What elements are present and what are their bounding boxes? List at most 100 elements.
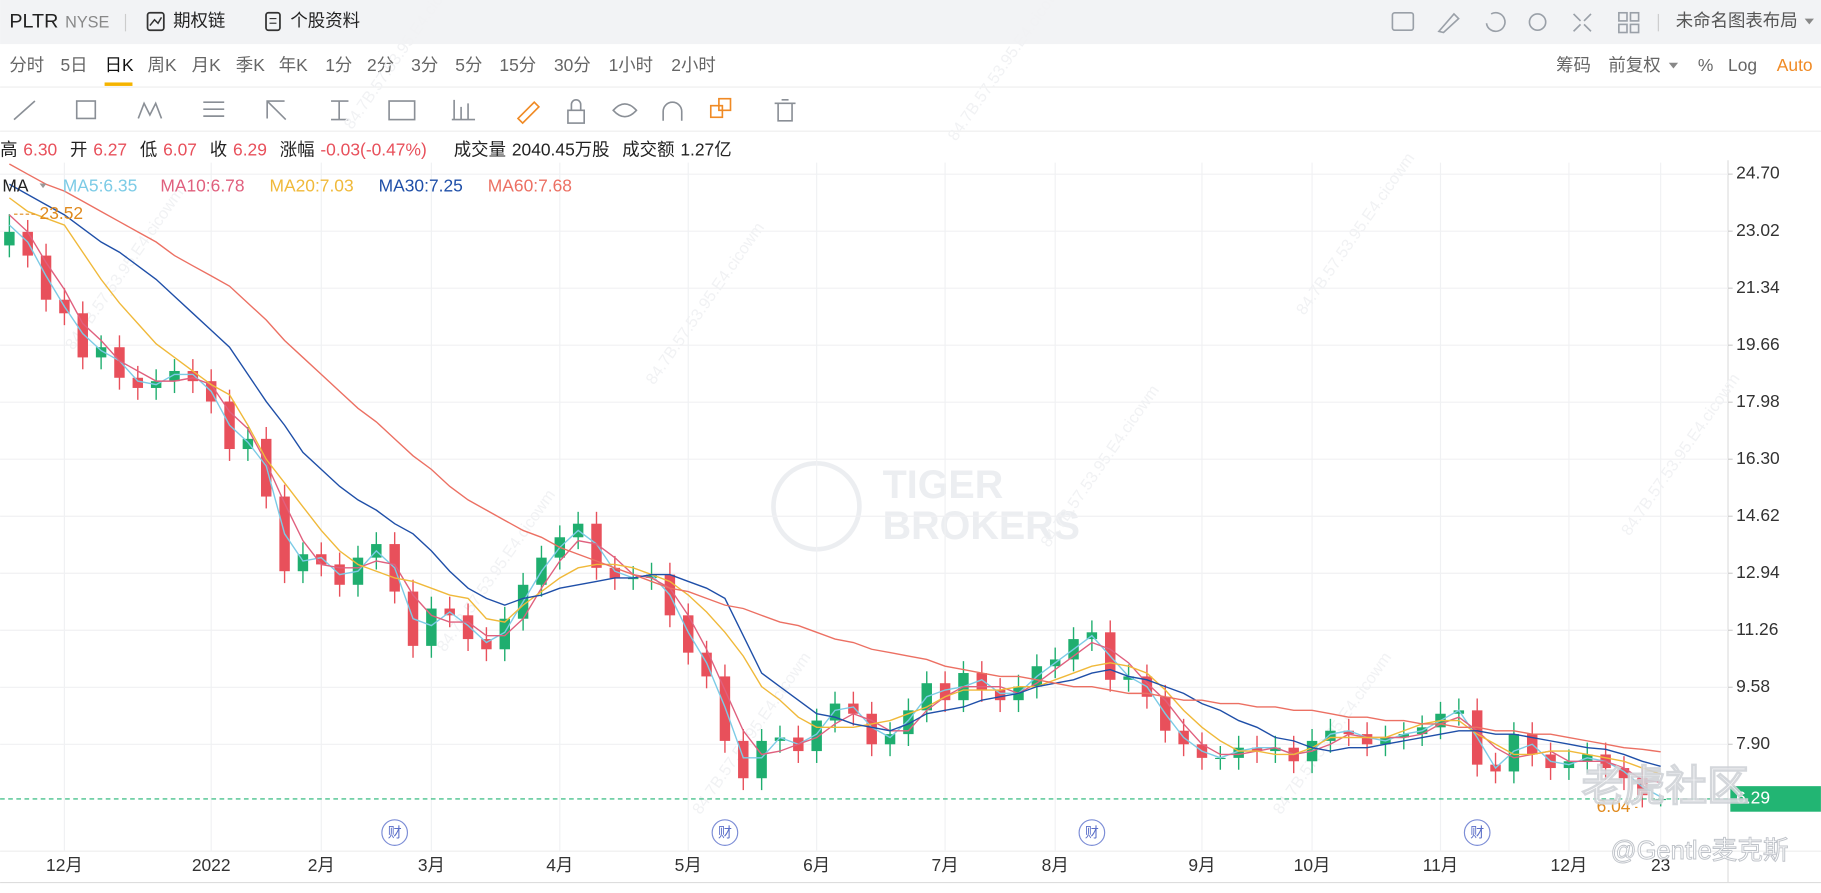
candle-body	[939, 683, 951, 701]
quote-value: -0.03(-0.47%)	[320, 140, 426, 160]
period-tab[interactable]: 30分	[554, 55, 591, 75]
link[interactable]: 期权链	[173, 11, 225, 31]
tool[interactable]	[388, 100, 416, 121]
icon-button[interactable]	[1572, 13, 1592, 32]
period-tab[interactable]: 季K	[236, 55, 265, 75]
period-tab[interactable]: 分时	[9, 55, 44, 75]
period-tab[interactable]: 15分	[499, 55, 536, 75]
icon	[265, 11, 281, 32]
profile-button[interactable]: 个股资料	[265, 11, 360, 32]
candle-body	[884, 734, 896, 745]
period-tab[interactable]: 1分	[325, 55, 352, 75]
candle-body	[738, 740, 749, 779]
link[interactable]: 个股资料	[290, 11, 360, 31]
y-tick-label: 24.70	[1736, 163, 1780, 183]
x-tick-label: 2022	[192, 855, 231, 875]
tool[interactable]	[75, 100, 97, 120]
x-tick-label: 8月	[1042, 855, 1069, 875]
period-tab[interactable]: 周K	[148, 55, 177, 75]
tool[interactable]	[331, 100, 349, 121]
event-marker[interactable]	[381, 819, 409, 846]
y-tick-label: 7.90	[1736, 733, 1770, 753]
period-tab[interactable]: 月K	[192, 55, 221, 75]
chart-option[interactable]: Log	[1728, 55, 1757, 75]
candle-body	[1325, 730, 1336, 741]
x-tick-label: 12月	[1551, 855, 1588, 875]
x-tick-label: 12月	[46, 855, 83, 875]
icon-button[interactable]	[1391, 11, 1415, 32]
y-tick-label: 11.26	[1736, 619, 1778, 639]
icon-button[interactable]	[1485, 11, 1506, 33]
candle-body	[40, 255, 52, 300]
quote-label: 成交量	[454, 140, 506, 160]
icon-button[interactable]	[1528, 13, 1547, 32]
quote-label: 低	[140, 140, 157, 160]
event-label: 财	[388, 824, 402, 840]
candle-body	[169, 370, 180, 382]
symbol[interactable]: PLTR	[9, 10, 58, 32]
period-tab[interactable]: 年K	[279, 55, 308, 75]
x-tick-label: 11月	[1423, 855, 1458, 875]
candle-body	[1233, 747, 1244, 758]
chart-option[interactable]: 筹码	[1556, 55, 1591, 75]
candle-body	[829, 703, 841, 721]
tool[interactable]	[567, 109, 586, 124]
tool[interactable]	[13, 100, 36, 121]
event-marker[interactable]	[1078, 819, 1106, 846]
event-label: 财	[1470, 824, 1484, 840]
quote-label: 高	[0, 140, 17, 160]
quote-value: 6.27	[93, 140, 127, 160]
tool[interactable]	[203, 101, 225, 117]
candle-body	[811, 720, 822, 752]
tool[interactable]	[709, 104, 724, 119]
chart-option[interactable]: 前复权	[1608, 55, 1660, 75]
quote-value: 6.07	[163, 140, 197, 160]
tool[interactable]	[266, 100, 287, 121]
icon-button[interactable]	[1437, 12, 1460, 34]
candle-body	[242, 438, 254, 450]
chart-option[interactable]: Auto	[1777, 55, 1813, 75]
period-tab[interactable]: 2分	[367, 55, 394, 75]
y-tick-label: 12.94	[1736, 562, 1780, 582]
period-tab[interactable]: 日K	[105, 55, 134, 75]
ma-line	[8, 197, 1661, 775]
y-tick-label: 14.62	[1736, 505, 1780, 525]
y-tick-label: 21.34	[1736, 277, 1780, 297]
candle-body	[187, 370, 199, 382]
quote-value: 1.27亿	[680, 140, 731, 160]
x-tick-label: 7月	[932, 855, 959, 875]
tool[interactable]	[774, 99, 796, 122]
tool[interactable]	[137, 101, 163, 119]
quote-value: 2040.45万股	[512, 140, 610, 160]
tool[interactable]	[662, 101, 683, 121]
period-tab[interactable]: 2小时	[671, 55, 715, 75]
candle-body	[1123, 676, 1134, 680]
author-watermark: @Gentle麦克斯	[1611, 837, 1789, 865]
tool[interactable]	[451, 99, 476, 121]
layout-name[interactable]: 未命名图表布局	[1676, 11, 1798, 31]
icon-button	[1629, 23, 1640, 34]
icon-button	[1629, 11, 1640, 22]
candle-body	[976, 673, 988, 690]
quote-label: 开	[70, 140, 87, 160]
y-tick-label: 17.98	[1736, 391, 1780, 411]
event-marker[interactable]	[1463, 819, 1491, 846]
candle-body	[1270, 747, 1281, 752]
quote-label: 涨幅	[280, 140, 315, 160]
event-marker[interactable]	[711, 819, 739, 846]
x-tick-label: 6月	[803, 855, 830, 875]
chart-option[interactable]: %	[1698, 55, 1713, 75]
candle-body	[499, 618, 510, 650]
tool[interactable]	[612, 103, 638, 118]
tool[interactable]	[516, 101, 541, 125]
ma-line	[8, 224, 1662, 798]
period-tab[interactable]: 1小时	[609, 55, 653, 75]
icon-button[interactable]	[1618, 11, 1628, 22]
period-tab[interactable]: 5分	[455, 55, 482, 75]
period-tab[interactable]: 5日	[60, 55, 87, 75]
quote-label: 成交额	[622, 140, 674, 160]
options-chain-button[interactable]: 期权链	[146, 11, 226, 32]
candle-body	[609, 567, 621, 579]
period-tab[interactable]: 3分	[411, 55, 438, 75]
tool	[718, 97, 732, 112]
